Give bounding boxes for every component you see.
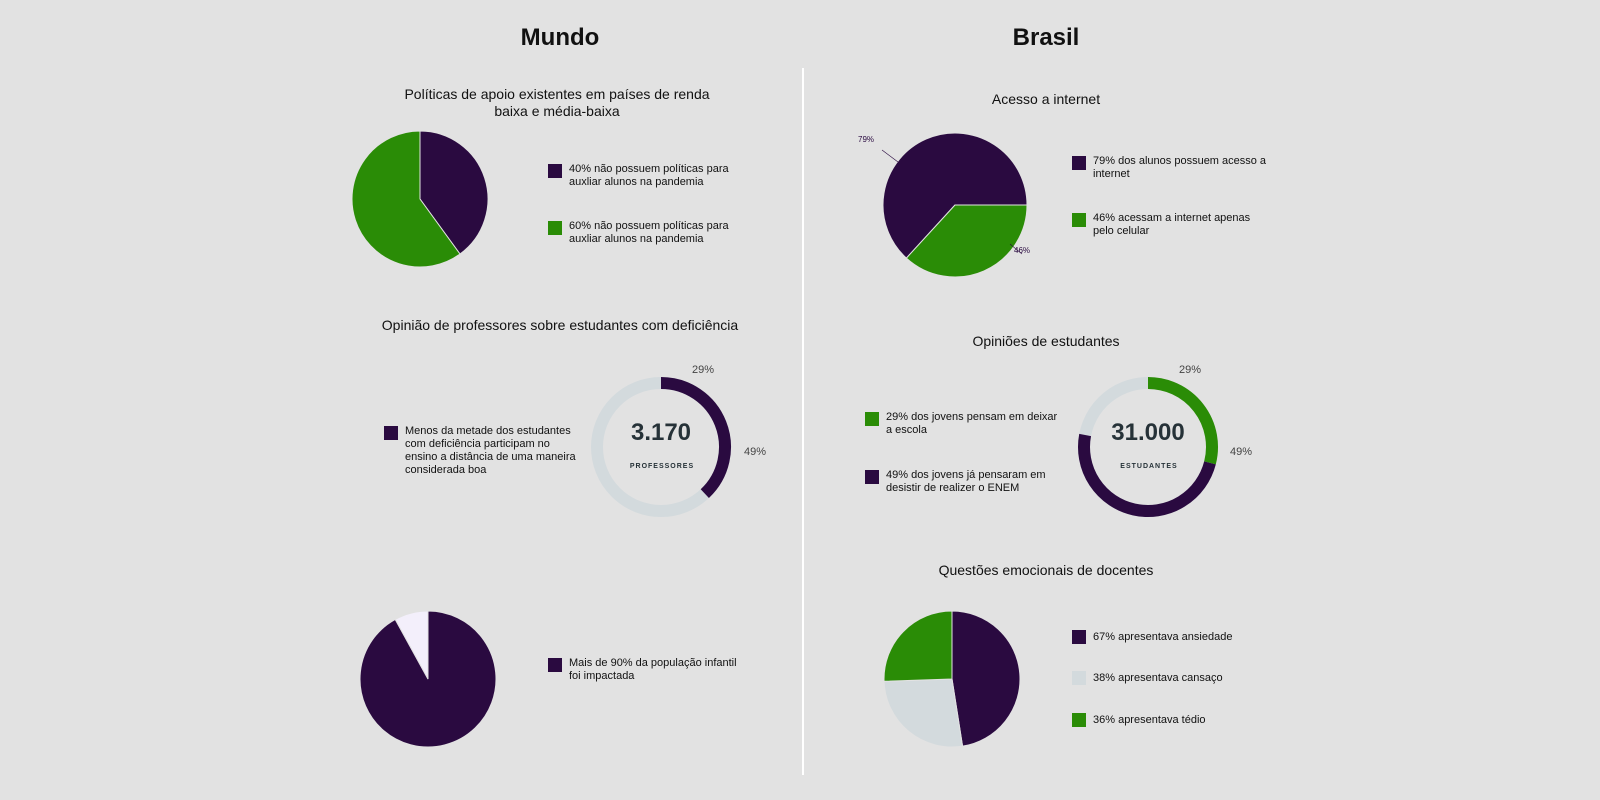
legend-swatch bbox=[1072, 213, 1086, 227]
leader-line bbox=[881, 149, 899, 163]
center-value: 3.170 bbox=[630, 419, 692, 446]
center-value: 31.000 bbox=[1111, 419, 1185, 446]
legend-label: 38% apresentava cansaço bbox=[1093, 672, 1223, 684]
chart-title: Acesso a internet bbox=[991, 91, 1101, 107]
data-label: 46% bbox=[1014, 246, 1031, 255]
legend-swatch bbox=[865, 412, 879, 426]
pie-slice bbox=[883, 678, 964, 748]
chart-title: Políticas de apoio existentes em países … bbox=[404, 86, 710, 119]
center-label: ESTUDANTES bbox=[1120, 463, 1178, 470]
legend-swatch bbox=[1072, 713, 1086, 727]
legend-swatch bbox=[865, 470, 879, 484]
legend-swatch bbox=[384, 426, 398, 440]
center-label: PROFESSORES bbox=[629, 463, 695, 470]
legend-swatch bbox=[1072, 630, 1086, 644]
donut-arc bbox=[660, 377, 731, 499]
heading: Mundo bbox=[520, 24, 600, 51]
annotation: 49% bbox=[744, 446, 767, 458]
legend-label: 60% não possuem políticas para auxliar a… bbox=[569, 220, 729, 245]
heading: Brasil bbox=[1012, 24, 1080, 51]
legend-label: 46% acessam a internet apenas pelo celul… bbox=[1093, 212, 1251, 237]
pie-slice bbox=[351, 130, 461, 268]
pie-slice bbox=[905, 204, 1028, 278]
legend-label: 79% dos alunos possuem acesso a internet bbox=[1093, 155, 1267, 180]
legend-swatch bbox=[548, 221, 562, 235]
legend-label: 40% não possuem políticas para auxliar a… bbox=[569, 163, 729, 188]
legend-swatch bbox=[548, 164, 562, 178]
donut-arc bbox=[1077, 433, 1216, 518]
chart-title: Opiniões de estudantes bbox=[972, 333, 1120, 349]
annotation: 49% bbox=[1230, 446, 1253, 458]
legend-label: 36% apresentava tédio bbox=[1093, 714, 1206, 726]
legend-swatch bbox=[1072, 671, 1086, 685]
legend-label: Mais de 90% da população infantil foi im… bbox=[569, 657, 737, 682]
annotation: 29% bbox=[1179, 364, 1202, 376]
legend-label: 49% dos jovens já pensaram em desistir d… bbox=[886, 469, 1046, 494]
chart-title: Questões emocionais de docentes bbox=[938, 562, 1154, 578]
legend-label: 29% dos jovens pensam em deixar a escola bbox=[886, 411, 1058, 436]
legend-swatch bbox=[548, 658, 562, 672]
pie-slice bbox=[394, 610, 429, 680]
pie-slice bbox=[883, 610, 953, 682]
annotation: 29% bbox=[692, 364, 715, 376]
legend-swatch bbox=[1072, 156, 1086, 170]
legend-label: 67% apresentava ansiedade bbox=[1093, 631, 1233, 643]
pie-slice bbox=[951, 610, 1021, 747]
pie-slice bbox=[882, 132, 1028, 259]
chart-title: Opinião de professores sobre estudantes … bbox=[381, 317, 739, 333]
legend-label: Menos da metade dos estudantes com defic… bbox=[405, 425, 576, 476]
pie-slice bbox=[419, 130, 489, 255]
donut-arc bbox=[1147, 377, 1218, 465]
data-label: 79% bbox=[858, 135, 875, 144]
leader-line bbox=[1009, 243, 1023, 255]
